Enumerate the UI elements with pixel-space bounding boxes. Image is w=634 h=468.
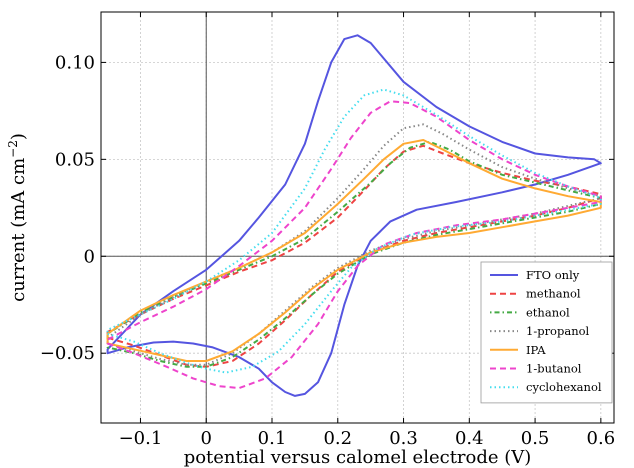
legend-label: methanol: [526, 287, 581, 301]
y-axis-label-close: ): [8, 133, 29, 140]
series-line-methanol: [106, 144, 602, 368]
legend-label: ethanol: [526, 305, 570, 319]
series-line-cyclohexanol: [106, 88, 602, 374]
series-line-1-butanol: [106, 100, 602, 390]
y-tick-label: −0.05: [40, 343, 95, 364]
legend-label: IPA: [526, 343, 546, 357]
x-tick-label: 0.5: [521, 428, 550, 449]
y-tick-label: 0: [84, 246, 95, 267]
axis-ticks: −0.1 0 0.1 0.2 0.3 0.4 0.5 0.6 −0.05 0 0.05 0.10: [40, 12, 615, 449]
legend-box: [480, 261, 613, 404]
x-tick-label: 0.4: [455, 428, 484, 449]
legend-label: cyclohexanol: [526, 380, 602, 394]
x-tick-label: 0: [201, 428, 212, 449]
y-axis-label-main: current (mA cm: [8, 158, 29, 302]
x-tick-label: 0.6: [587, 428, 616, 449]
legend-label: 1-butanol: [526, 362, 582, 376]
x-tick-label: −0.1: [119, 428, 163, 449]
x-tick-label: 0.2: [323, 428, 352, 449]
y-tick-label: 0.05: [55, 149, 95, 170]
series-line-ipa: [106, 139, 602, 362]
x-tick-label: 0.1: [258, 428, 287, 449]
x-tick-label: 0.3: [389, 428, 418, 449]
legend-label: FTO only: [526, 268, 580, 282]
plot-frame: [100, 11, 615, 424]
series-line-fto-only: [106, 34, 602, 397]
y-axis-label: current (mA cm−2): [6, 133, 29, 302]
y-tick-label: 0.10: [55, 52, 95, 73]
zero-axis-lines: [101, 12, 614, 423]
legend: FTO only methanol ethanol 1-propanol IPA 1-bu…: [480, 261, 613, 404]
legend-label: 1-propanol: [526, 324, 590, 338]
x-axis-label: potential versus calomel electrode (V): [184, 447, 532, 468]
series-lines: [106, 34, 602, 397]
y-axis-label-superscript: −2: [6, 140, 20, 158]
